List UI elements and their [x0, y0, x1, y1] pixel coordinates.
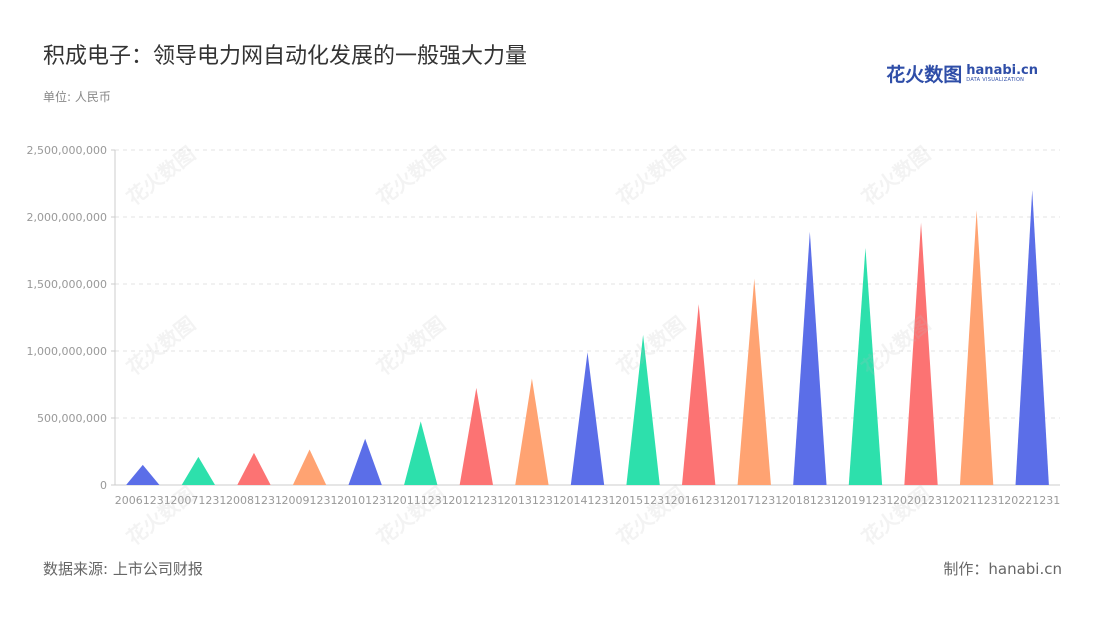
x-tick-label: 20071231	[170, 494, 226, 507]
x-tick-label: 20181231	[782, 494, 838, 507]
x-tick-label: 20101231	[337, 494, 393, 507]
bar-20121231	[459, 387, 493, 485]
data-source: 数据来源: 上市公司财报	[43, 560, 203, 578]
x-tick-label: 20191231	[837, 494, 893, 507]
bar-20201231	[904, 222, 938, 486]
bar-20211231	[959, 210, 994, 486]
x-tick-label: 20091231	[282, 494, 338, 507]
bar-20141231	[570, 352, 605, 485]
x-tick-label: 20081231	[226, 494, 282, 507]
y-tick-label: 0	[100, 479, 107, 492]
bar-20111231	[404, 421, 438, 485]
bar-20061231	[126, 464, 160, 485]
x-axis-ticks: 20061231 20071231 20081231 20091231 20101231…	[115, 494, 1060, 507]
x-tick-label: 20141231	[560, 494, 616, 507]
logo-sub-text: DATA VISUALIZATION	[966, 77, 1025, 83]
bar-20161231	[682, 304, 716, 485]
logo-domain-text: hanabi.cn	[966, 63, 1038, 78]
bar-20101231	[348, 438, 382, 485]
x-tick-label: 20111231	[393, 494, 449, 507]
bar-20221231	[1015, 190, 1049, 485]
bar-20071231	[181, 456, 216, 485]
x-tick-label: 20131231	[504, 494, 560, 507]
x-tick-label: 20121231	[448, 494, 504, 507]
unit-label: 单位: 人民币	[43, 90, 111, 104]
y-tick-label: 1,500,000,000	[27, 278, 107, 291]
bar-20081231	[237, 452, 271, 485]
bar-20131231	[515, 378, 549, 485]
x-tick-label: 20171231	[726, 494, 782, 507]
bar-20151231	[626, 334, 660, 485]
logo-en-block: hanabi.cn DATA VISUALIZATION	[966, 64, 1038, 83]
x-tick-label: 20201231	[893, 494, 949, 507]
y-tick-label: 2,500,000,000	[27, 144, 107, 157]
y-tick-label: 2,000,000,000	[27, 211, 107, 224]
x-tick-label: 20061231	[115, 494, 171, 507]
bars	[126, 190, 1049, 486]
chart-title: 积成电子：领导电力网自动化发展的一般强大力量	[43, 44, 528, 69]
y-tick-label: 1,000,000,000	[27, 345, 107, 358]
x-tick-label: 20151231	[615, 494, 671, 507]
bar-20191231	[848, 247, 883, 485]
x-tick-label: 20211231	[949, 494, 1005, 507]
bar-20171231	[737, 278, 771, 485]
x-tick-label: 20161231	[671, 494, 727, 507]
credit-label: 制作：hanabi.cn	[943, 560, 1062, 578]
x-tick-label: 20221231	[1004, 494, 1060, 507]
bar-20091231	[292, 449, 327, 485]
logo-cn-text: 花火数图	[886, 64, 963, 86]
y-axis-ticks: 0 500,000,000 1,000,000,000 1,500,000,000 2,…	[27, 144, 115, 492]
y-tick-label: 500,000,000	[37, 412, 107, 425]
bar-20181231	[793, 231, 827, 485]
brand-logo: 花火数图 hanabi.cn DATA VISUALIZATION	[886, 60, 1038, 87]
